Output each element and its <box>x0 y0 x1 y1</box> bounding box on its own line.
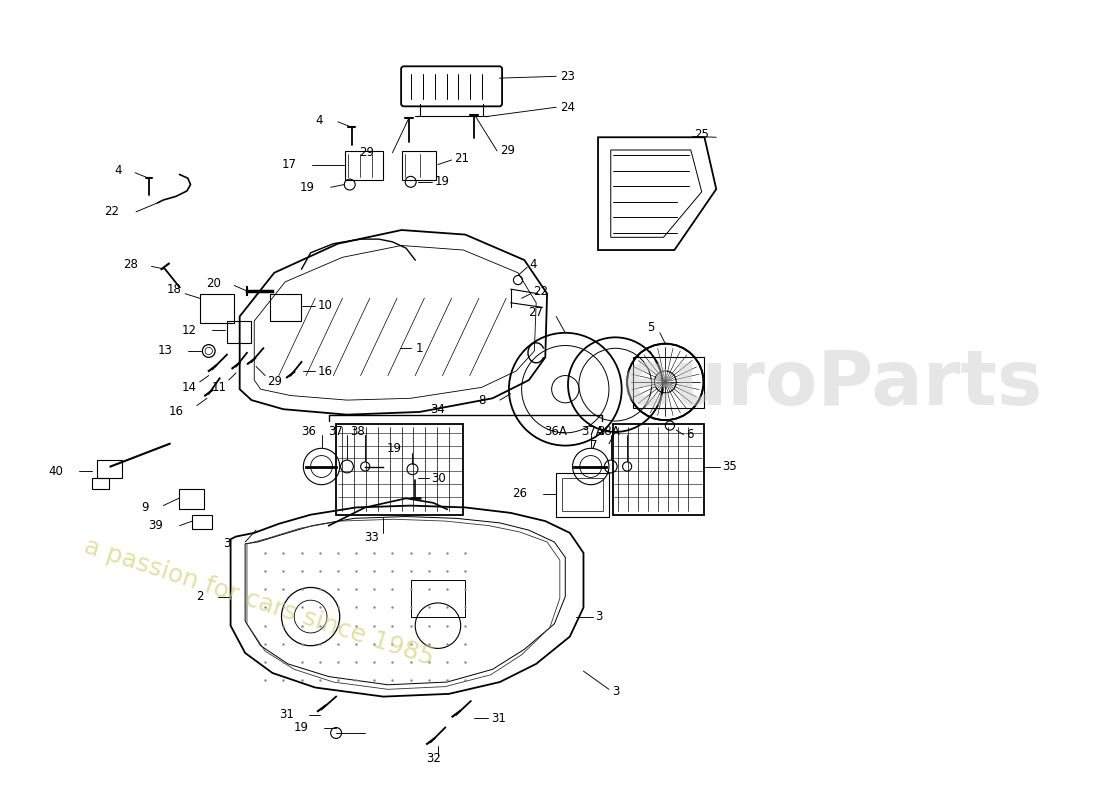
Text: 19: 19 <box>386 442 402 455</box>
Text: 36A: 36A <box>544 425 568 438</box>
Text: 21: 21 <box>454 152 470 165</box>
Bar <box>192 514 212 530</box>
Bar <box>402 151 436 180</box>
Text: 26: 26 <box>513 487 527 500</box>
Text: 23: 23 <box>560 70 574 83</box>
Text: 12: 12 <box>182 323 197 337</box>
Text: 3: 3 <box>613 685 620 698</box>
Bar <box>92 478 109 490</box>
Text: 19: 19 <box>300 181 316 194</box>
Text: 19: 19 <box>434 175 449 188</box>
Text: 13: 13 <box>157 345 173 358</box>
Text: 3: 3 <box>595 610 603 623</box>
Text: 29: 29 <box>360 146 374 159</box>
Text: 16: 16 <box>318 365 333 378</box>
Bar <box>178 490 205 510</box>
Text: 35: 35 <box>723 460 737 473</box>
Text: 38: 38 <box>351 425 365 438</box>
Text: 9: 9 <box>141 501 149 514</box>
Text: 25: 25 <box>694 128 710 141</box>
Text: 30: 30 <box>431 472 446 485</box>
Text: 29: 29 <box>499 145 515 158</box>
Text: 17: 17 <box>282 158 297 171</box>
Text: 11: 11 <box>212 381 227 394</box>
Text: 31: 31 <box>279 708 295 722</box>
Bar <box>345 151 384 180</box>
Text: 4: 4 <box>114 165 121 178</box>
Text: 32: 32 <box>426 752 441 765</box>
Text: euroParts: euroParts <box>621 346 1043 421</box>
Text: 19: 19 <box>294 721 309 734</box>
Bar <box>613 424 704 514</box>
Text: 2: 2 <box>196 590 204 603</box>
Text: 1: 1 <box>415 342 422 354</box>
Bar <box>410 580 465 617</box>
Bar <box>557 473 609 517</box>
Text: 37: 37 <box>329 425 343 438</box>
Text: 36: 36 <box>301 425 316 438</box>
Text: 16: 16 <box>168 406 184 418</box>
Text: 7: 7 <box>590 439 597 452</box>
Text: 33: 33 <box>364 531 378 544</box>
Text: 38A: 38A <box>597 425 620 438</box>
Text: 18: 18 <box>166 282 182 296</box>
Text: a passion for cars since 1985: a passion for cars since 1985 <box>81 534 438 670</box>
Bar <box>227 321 251 343</box>
Text: 24: 24 <box>560 101 575 114</box>
Text: 5: 5 <box>647 321 654 334</box>
Text: 14: 14 <box>182 381 197 394</box>
Bar <box>562 478 604 511</box>
Text: 40: 40 <box>48 465 63 478</box>
Bar <box>97 460 122 478</box>
Text: 29: 29 <box>267 375 282 389</box>
Text: 28: 28 <box>123 258 138 271</box>
Text: 39: 39 <box>148 519 163 532</box>
Text: 10: 10 <box>318 299 333 312</box>
Text: 6: 6 <box>686 428 694 441</box>
Text: 31: 31 <box>491 712 506 725</box>
Text: 27: 27 <box>528 306 543 319</box>
Text: 3: 3 <box>223 538 231 550</box>
Bar <box>200 294 234 323</box>
Text: 22: 22 <box>534 286 549 298</box>
Text: 20: 20 <box>207 277 221 290</box>
Bar <box>337 424 463 514</box>
Text: 34: 34 <box>430 402 446 416</box>
Text: 8: 8 <box>477 394 485 406</box>
Bar <box>270 294 300 321</box>
Bar <box>634 358 704 408</box>
Text: 37A: 37A <box>581 425 604 438</box>
Text: 4: 4 <box>530 258 537 271</box>
Text: 22: 22 <box>104 206 120 218</box>
Text: 4: 4 <box>316 114 323 127</box>
